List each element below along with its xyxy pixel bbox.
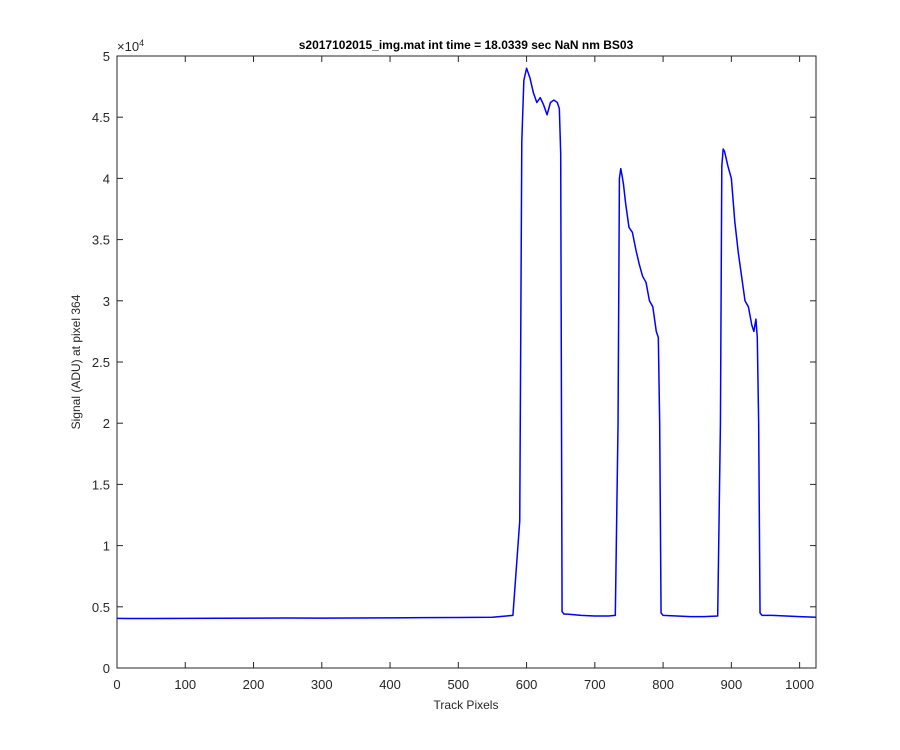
- x-tick-label: 600: [516, 677, 538, 692]
- y-tick-label: 4.5: [92, 110, 110, 125]
- x-tick-label: 1000: [785, 677, 814, 692]
- x-tick-label: 200: [243, 677, 265, 692]
- x-tick-label: 300: [311, 677, 333, 692]
- series-line-1: [116, 67, 817, 620]
- y-tick-label: 1.5: [92, 477, 110, 492]
- y-tick-label: 3: [103, 294, 110, 309]
- y-tick-label: 0.5: [92, 600, 110, 615]
- x-tick-label: 0: [113, 677, 120, 692]
- y-exponent-base: ×10: [117, 39, 139, 54]
- y-tick-label: 2.5: [92, 355, 110, 370]
- x-axis-label: Track Pixels: [434, 698, 499, 712]
- plot-area: [117, 56, 816, 668]
- y-tick-label: 2: [103, 416, 110, 431]
- y-tick-label: 5: [103, 49, 110, 64]
- x-tick-label: 700: [584, 677, 606, 692]
- y-axis-ticks: 0 0.5 1 1.5 2 2.5 3 3.5 4 4.5 5: [92, 49, 816, 676]
- y-tick-label: 4: [103, 171, 110, 186]
- y-tick-label: 1: [103, 539, 110, 554]
- x-tick-label: 100: [174, 677, 196, 692]
- x-tick-label: 800: [652, 677, 674, 692]
- y-tick-label: 3.5: [92, 233, 110, 248]
- y-exponent-power: 4: [139, 38, 144, 48]
- series-layer: [116, 67, 817, 620]
- y-exponent-label: ×104: [117, 38, 144, 54]
- chart-title: s2017102015_img.mat int time = 18.0339 s…: [299, 38, 634, 52]
- y-axis-label: Signal (ADU) at pixel 364: [69, 294, 83, 429]
- svg-text:×104: ×104: [117, 38, 144, 54]
- y-tick-label: 0: [103, 661, 110, 676]
- axes-box: [116, 55, 817, 669]
- x-tick-label: 500: [447, 677, 469, 692]
- x-tick-label: 900: [721, 677, 743, 692]
- x-axis-ticks: 0 100 200 300 400 500 600 700 800 900 1000: [113, 56, 814, 692]
- x-tick-label: 400: [379, 677, 401, 692]
